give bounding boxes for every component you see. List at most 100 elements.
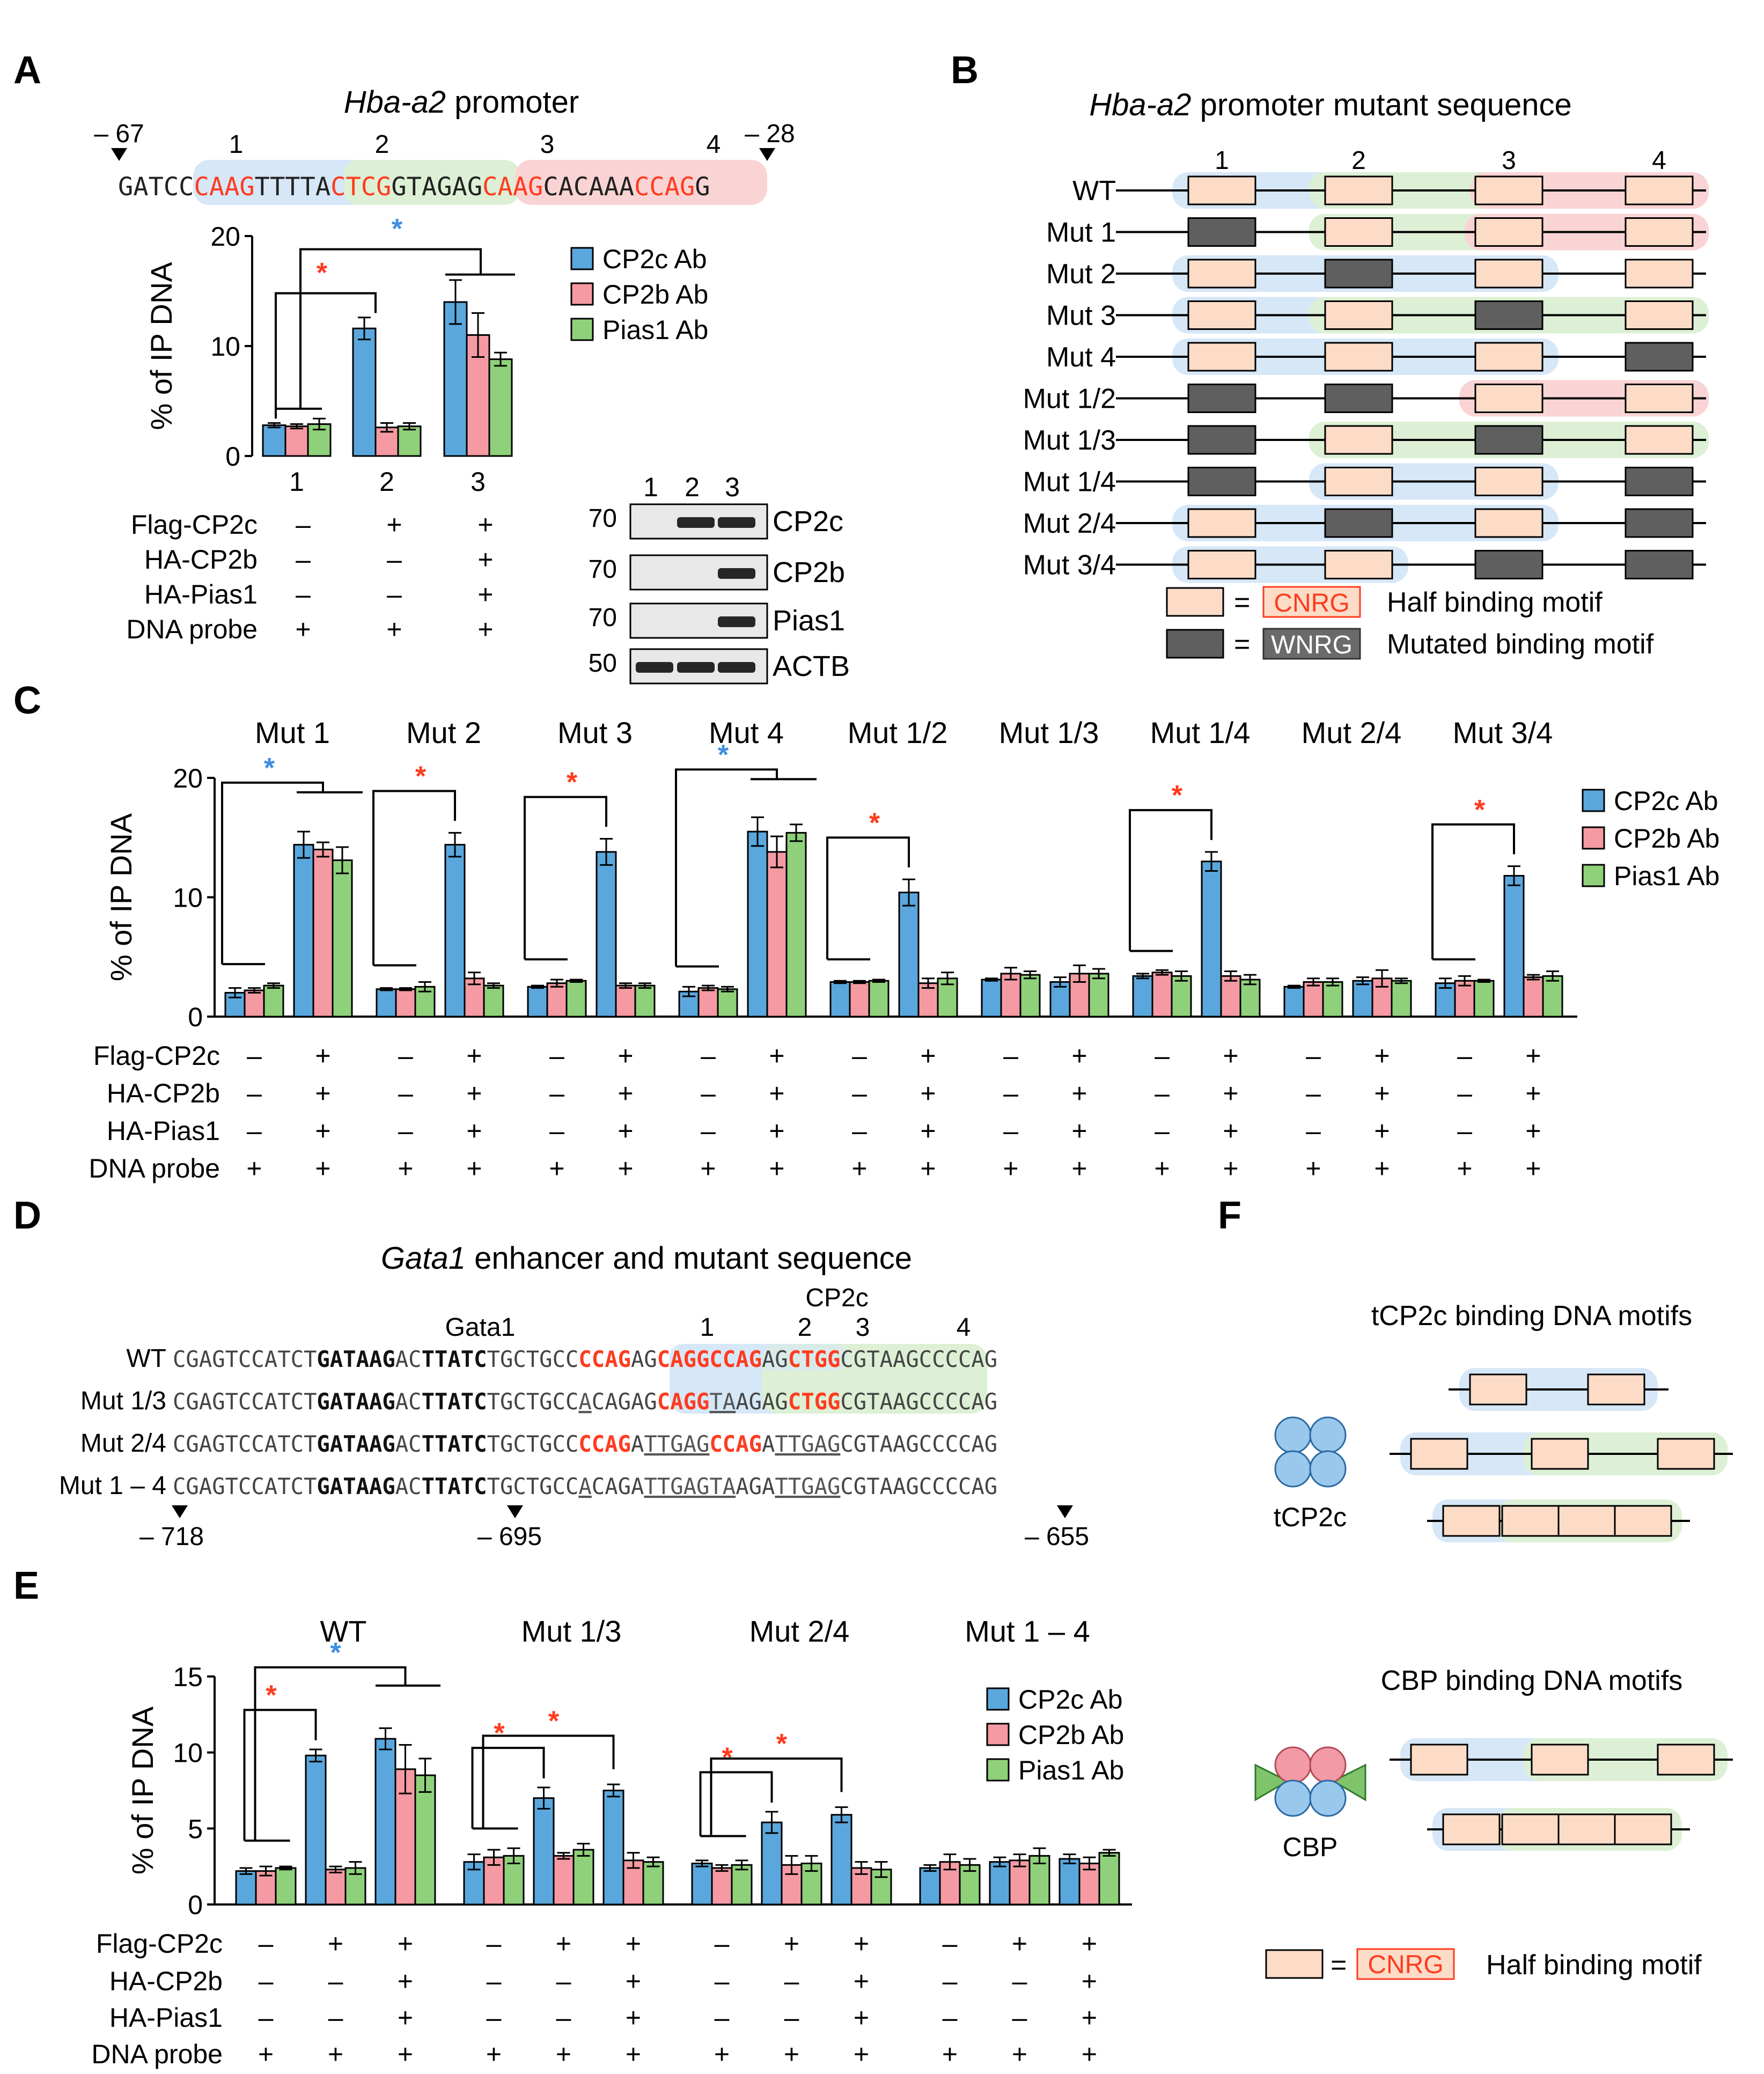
sequence-bases: AC [395,1473,422,1499]
enhancer-sequence: CGAGTCCATCTGATAAGACTTATCTGCTGCCCCAGAGCAG… [173,1346,997,1372]
group-title: Mut 3 [557,716,633,749]
legend-code: CNRG [1274,589,1349,617]
error-bar [1024,970,1037,980]
error-bar [1073,964,1086,983]
error-bar [835,1806,848,1823]
minus-sign: – [1457,1116,1472,1146]
lane-label: 2 [379,467,394,497]
group-title: Mut 2/4 [1302,716,1402,749]
plus-sign: + [1003,1153,1018,1183]
plus-sign: + [920,1078,936,1108]
sequence-bases: AGA [736,1473,775,1499]
bar [527,985,548,1018]
legend-swatch [1582,826,1605,850]
bar [596,851,617,1018]
construct-label: Mut 2/4 [1023,508,1116,539]
minus-sign: – [549,1041,564,1071]
minus-sign: – [1457,1078,1472,1108]
legend-label: Pias1 Ab [602,315,708,345]
subunit-circle [1309,1779,1347,1817]
error-bar [985,977,998,982]
error-bar [1205,851,1218,872]
plus-sign: + [1082,1929,1097,1959]
position-triangle [507,1505,523,1518]
error-bar [577,1843,590,1857]
error-bar [467,1854,481,1871]
half-motif [1324,300,1393,330]
significance-bracket [275,292,377,419]
minus-sign: – [247,1078,262,1108]
bar [766,851,788,1018]
error-bar [902,878,915,907]
legend-swatch [570,247,594,270]
sequence-bases: AG [762,1346,788,1372]
error-bar [855,1861,868,1875]
plus-sign: + [466,1041,482,1071]
site-number: 3 [540,130,555,159]
gata1-bases: GATAAG [317,1388,395,1415]
tcp2c-motif-row [1390,1432,1733,1475]
bar [919,1867,941,1906]
error-bar [403,422,416,431]
plus-sign: + [1082,2039,1097,2069]
error-bar [349,1861,362,1875]
legend-swatch [986,1723,1010,1746]
error-bar [721,985,734,992]
treatment-label: HA-CP2b [144,545,258,575]
legend-equals: = [1234,629,1250,660]
significance-star: * [869,807,880,839]
error-bar [297,830,310,859]
treatment-label: HA-Pias1 [144,579,258,609]
panel-d: Gata1 enhancer and mutant sequence CP2c Ga… [59,1241,1089,1551]
y-axis-label: % of IP DNA [144,262,178,430]
construct-label: Mut 3/4 [1023,550,1116,581]
group-title: Mut 1/4 [1150,716,1251,749]
blot-band [677,517,715,528]
cbp-icon [1254,1746,1366,1817]
panel-label-b: B [951,49,979,92]
plus-sign: + [466,1116,482,1146]
mutated-motif [1625,467,1694,496]
construct-label: WT [1072,175,1116,207]
plus-sign: + [1071,1078,1087,1108]
error-bar [715,1864,729,1872]
sequence-bases: CGTAAGCCCCAG [840,1473,997,1499]
site-number: 3 [1502,146,1516,175]
group-title: Mut 1 – 4 [965,1614,1090,1648]
plus-sign: + [1154,1153,1170,1183]
title-rest: enhancer and mutant sequence [466,1241,912,1276]
motif-bases: CAGG [657,1388,710,1415]
bar [1352,980,1373,1018]
half-motif [1657,1438,1715,1470]
significance-bracket [243,1709,317,1841]
sequence-bases: AGAG [736,1388,788,1415]
blot-label: CP2b [773,556,845,589]
plus-sign: + [466,1078,482,1108]
minus-sign: – [701,1041,716,1071]
error-bar [239,1867,253,1875]
significance-bracket [1129,809,1212,951]
plus-sign: + [700,1153,716,1183]
site-number: 4 [957,1313,971,1342]
title-italic: Gata1 [381,1241,466,1276]
minus-sign: – [784,1966,799,1996]
plus-sign: + [626,1929,641,1959]
minus-sign: – [259,1929,274,1959]
minus-sign: – [556,1966,571,1996]
error-bar [941,972,954,985]
site-number: 1 [700,1313,715,1342]
plus-sign: + [618,1153,633,1183]
half-motif [1587,1373,1645,1406]
legend-swatch [986,1687,1010,1711]
tcp2c-icon [1274,1416,1347,1488]
minus-sign: – [852,1116,867,1146]
bar [1542,975,1563,1018]
legend-motif-box [1265,1949,1324,1979]
plus-sign: + [854,1966,869,1996]
mutated-bases: TA [709,1388,736,1415]
bar [263,984,284,1018]
bar [981,979,1002,1018]
error-bar [1307,977,1320,987]
error-bar [1244,974,1256,985]
motif-bases: CTGG [788,1346,841,1372]
